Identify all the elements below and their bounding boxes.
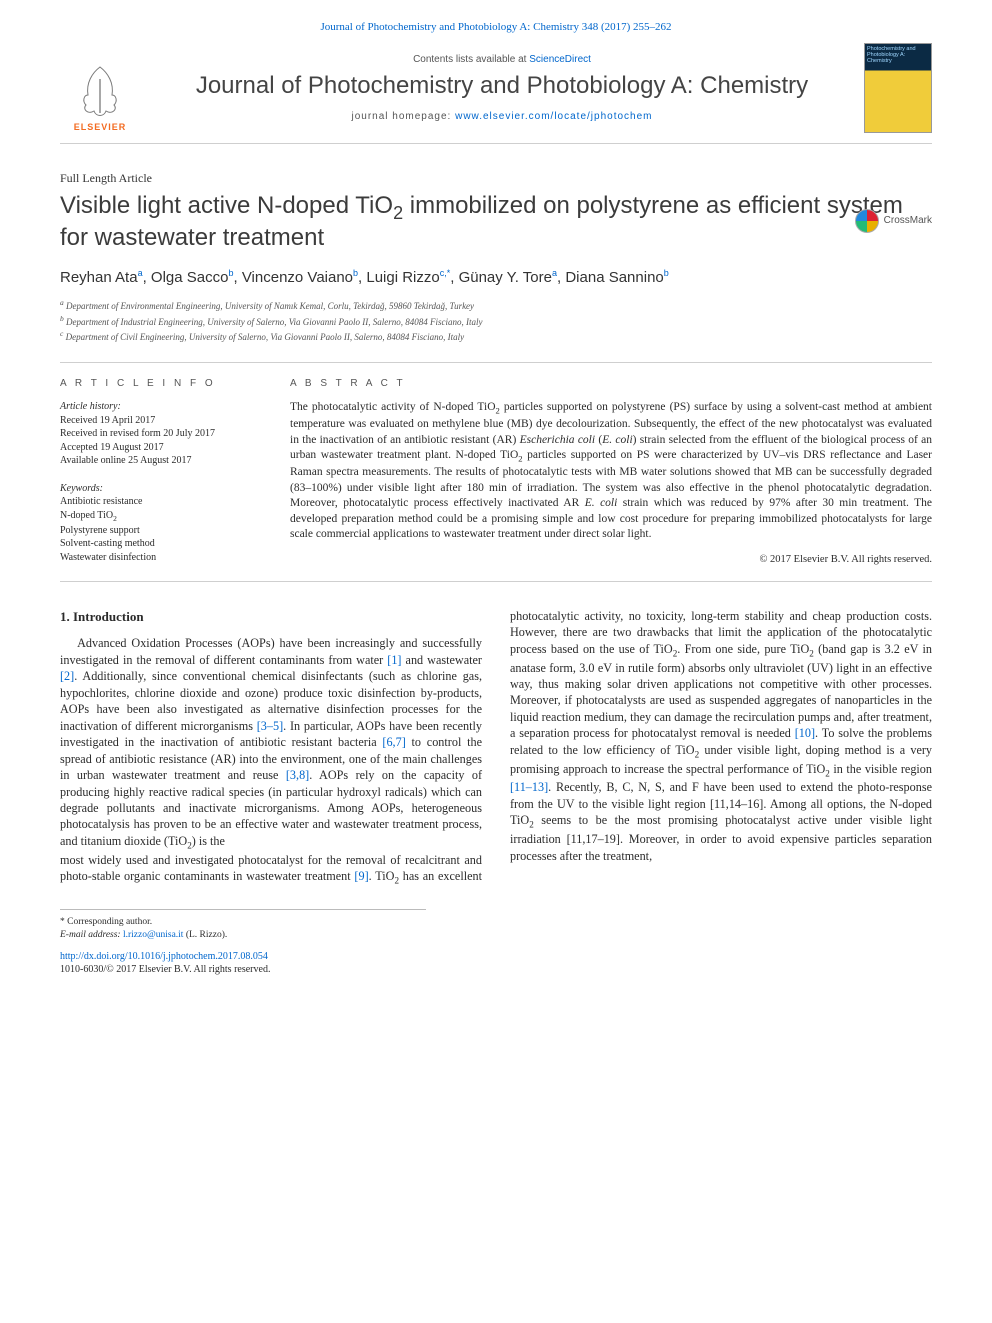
- article-meta-row: A R T I C L E I N F O Article history: R…: [60, 362, 932, 582]
- elsevier-tree-icon: [74, 61, 126, 119]
- publisher-logo: ELSEVIER: [60, 43, 140, 133]
- affil-b: b Department of Industrial Engineering, …: [60, 314, 932, 329]
- running-head: Journal of Photochemistry and Photobiolo…: [60, 20, 932, 35]
- history-accepted: Accepted 19 August 2017: [60, 441, 250, 455]
- abstract-block: A B S T R A C T The photocatalytic activ…: [290, 377, 932, 567]
- doi-link[interactable]: http://dx.doi.org/10.1016/j.jphotochem.2…: [60, 951, 268, 962]
- email-line: E-mail address: l.rizzo@unisa.it (L. Riz…: [60, 929, 426, 942]
- history-label: Article history:: [60, 400, 250, 414]
- keyword-item: Antibiotic resistance: [60, 495, 250, 509]
- sciencedirect-link[interactable]: ScienceDirect: [529, 54, 591, 65]
- history-online: Available online 25 August 2017: [60, 454, 250, 468]
- affil-c: c Department of Civil Engineering, Unive…: [60, 329, 932, 344]
- homepage-prefix: journal homepage:: [351, 111, 455, 122]
- affiliations: a Department of Environmental Engineerin…: [60, 298, 932, 343]
- abstract-text: The photocatalytic activity of N-doped T…: [290, 400, 932, 542]
- doi-block: http://dx.doi.org/10.1016/j.jphotochem.2…: [60, 950, 932, 977]
- intro-para-left: Advanced Oxidation Processes (AOPs) have…: [60, 635, 482, 851]
- keywords-label: Keywords:: [60, 482, 250, 496]
- running-head-link[interactable]: Journal of Photochemistry and Photobiolo…: [320, 21, 671, 33]
- publisher-name: ELSEVIER: [74, 121, 127, 133]
- masthead: ELSEVIER Contents lists available at Sci…: [60, 43, 932, 144]
- email-label: E-mail address:: [60, 930, 123, 940]
- article-type-label: Full Length Article: [60, 170, 932, 186]
- abstract-heading: A B S T R A C T: [290, 377, 932, 391]
- issn-copyright: 1010-6030/© 2017 Elsevier B.V. All right…: [60, 964, 270, 975]
- contents-available-line: Contents lists available at ScienceDirec…: [156, 53, 848, 67]
- intro-heading: 1. Introduction: [60, 608, 482, 626]
- keyword-item: Solvent-casting method: [60, 537, 250, 551]
- journal-homepage-line: journal homepage: www.elsevier.com/locat…: [156, 110, 848, 124]
- abstract-copyright: © 2017 Elsevier B.V. All rights reserved…: [290, 553, 932, 567]
- article-info-heading: A R T I C L E I N F O: [60, 377, 250, 391]
- affil-a: a Department of Environmental Engineerin…: [60, 298, 932, 313]
- corresponding-footnote: * Corresponding author. E-mail address: …: [60, 909, 426, 942]
- masthead-center: Contents lists available at ScienceDirec…: [156, 53, 848, 124]
- history-received: Received 19 April 2017: [60, 414, 250, 428]
- article-info: A R T I C L E I N F O Article history: R…: [60, 377, 250, 567]
- contents-prefix: Contents lists available at: [413, 54, 529, 65]
- keywords-list: Antibiotic resistanceN-doped TiO2Polysty…: [60, 495, 250, 564]
- corresponding-email-link[interactable]: l.rizzo@unisa.it: [123, 930, 183, 940]
- corresponding-line: * Corresponding author.: [60, 916, 426, 929]
- crossmark-icon: [855, 209, 879, 233]
- email-suffix: (L. Rizzo).: [183, 930, 227, 940]
- article-title: Visible light active N-doped TiO2 immobi…: [60, 192, 932, 253]
- author-list: Reyhan Ataa, Olga Saccob, Vincenzo Vaian…: [60, 267, 932, 288]
- keyword-item: Polystyrene support: [60, 524, 250, 538]
- journal-cover-thumb: Photochemistry and Photobiology A: Chemi…: [864, 43, 932, 133]
- cover-label: Photochemistry and Photobiology A: Chemi…: [867, 46, 929, 64]
- journal-homepage-link[interactable]: www.elsevier.com/locate/jphotochem: [455, 111, 652, 122]
- keyword-item: Wastewater disinfection: [60, 551, 250, 565]
- journal-title: Journal of Photochemistry and Photobiolo…: [156, 72, 848, 100]
- keyword-item: N-doped TiO2: [60, 509, 250, 524]
- body-columns: 1. Introduction Advanced Oxidation Proce…: [60, 608, 932, 887]
- history-revised: Received in revised form 20 July 2017: [60, 427, 250, 441]
